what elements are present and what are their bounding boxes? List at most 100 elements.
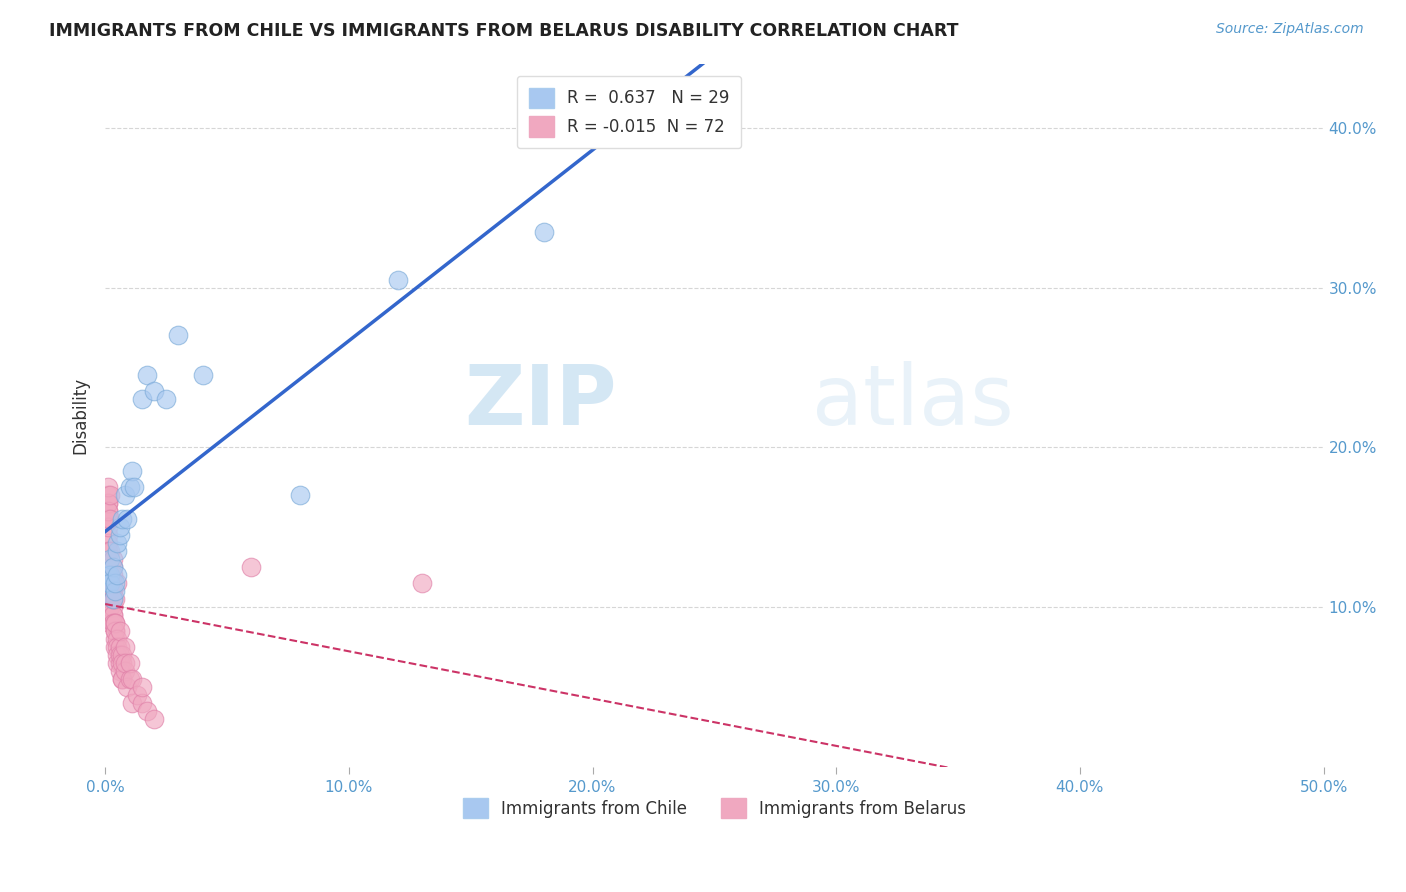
Y-axis label: Disability: Disability — [72, 376, 89, 454]
Point — [191, 368, 214, 383]
Point — [115, 680, 138, 694]
Point — [105, 568, 128, 582]
Point — [101, 599, 124, 614]
Point — [121, 464, 143, 478]
Point — [135, 704, 157, 718]
Point — [101, 591, 124, 606]
Point — [97, 528, 120, 542]
Point — [101, 607, 124, 622]
Point — [111, 656, 134, 670]
Point — [124, 480, 146, 494]
Point — [98, 568, 121, 582]
Point — [111, 672, 134, 686]
Point — [104, 640, 127, 654]
Point — [98, 615, 121, 630]
Text: IMMIGRANTS FROM CHILE VS IMMIGRANTS FROM BELARUS DISABILITY CORRELATION CHART: IMMIGRANTS FROM CHILE VS IMMIGRANTS FROM… — [49, 22, 959, 40]
Point — [97, 496, 120, 510]
Point — [97, 504, 120, 518]
Point — [101, 560, 124, 574]
Point — [98, 599, 121, 614]
Point — [111, 648, 134, 662]
Point — [142, 712, 165, 726]
Point — [97, 576, 120, 591]
Point — [114, 640, 136, 654]
Point — [131, 696, 153, 710]
Point — [105, 632, 128, 646]
Point — [97, 544, 120, 558]
Point — [97, 512, 120, 526]
Point — [97, 520, 120, 534]
Point — [101, 552, 124, 566]
Point — [533, 225, 555, 239]
Point — [108, 656, 131, 670]
Point — [131, 680, 153, 694]
Point — [101, 591, 124, 606]
Point — [108, 624, 131, 638]
Point — [142, 384, 165, 399]
Point — [118, 480, 141, 494]
Point — [121, 696, 143, 710]
Point — [98, 552, 121, 566]
Point — [97, 488, 120, 502]
Point — [104, 615, 127, 630]
Point — [105, 640, 128, 654]
Point — [104, 624, 127, 638]
Point — [108, 640, 131, 654]
Point — [98, 576, 121, 591]
Point — [97, 568, 120, 582]
Point — [97, 496, 120, 510]
Point — [101, 591, 124, 606]
Point — [101, 560, 124, 574]
Point — [104, 591, 127, 606]
Point — [118, 656, 141, 670]
Point — [98, 576, 121, 591]
Point — [121, 672, 143, 686]
Point — [114, 664, 136, 678]
Text: Source: ZipAtlas.com: Source: ZipAtlas.com — [1216, 22, 1364, 37]
Point — [108, 648, 131, 662]
Point — [108, 528, 131, 542]
Point — [105, 536, 128, 550]
Point — [101, 607, 124, 622]
Point — [104, 624, 127, 638]
Point — [101, 568, 124, 582]
Point — [108, 520, 131, 534]
Point — [101, 583, 124, 598]
Point — [387, 272, 409, 286]
Point — [98, 599, 121, 614]
Point — [101, 615, 124, 630]
Point — [97, 512, 120, 526]
Point — [98, 544, 121, 558]
Point — [98, 583, 121, 598]
Point — [104, 583, 127, 598]
Point — [131, 392, 153, 407]
Text: atlas: atlas — [811, 360, 1014, 442]
Point — [240, 560, 263, 574]
Point — [104, 615, 127, 630]
Point — [101, 576, 124, 591]
Point — [125, 688, 148, 702]
Point — [114, 656, 136, 670]
Point — [98, 591, 121, 606]
Point — [114, 488, 136, 502]
Point — [105, 648, 128, 662]
Point — [104, 576, 127, 591]
Point — [97, 480, 120, 494]
Point — [167, 328, 190, 343]
Point — [98, 568, 121, 582]
Point — [97, 536, 120, 550]
Point — [411, 576, 433, 591]
Point — [97, 512, 120, 526]
Point — [135, 368, 157, 383]
Point — [98, 512, 121, 526]
Point — [108, 664, 131, 678]
Point — [105, 656, 128, 670]
Point — [115, 512, 138, 526]
Point — [104, 632, 127, 646]
Point — [105, 544, 128, 558]
Point — [98, 576, 121, 591]
Point — [111, 512, 134, 526]
Point — [288, 488, 311, 502]
Text: ZIP: ZIP — [464, 360, 617, 442]
Point — [98, 568, 121, 582]
